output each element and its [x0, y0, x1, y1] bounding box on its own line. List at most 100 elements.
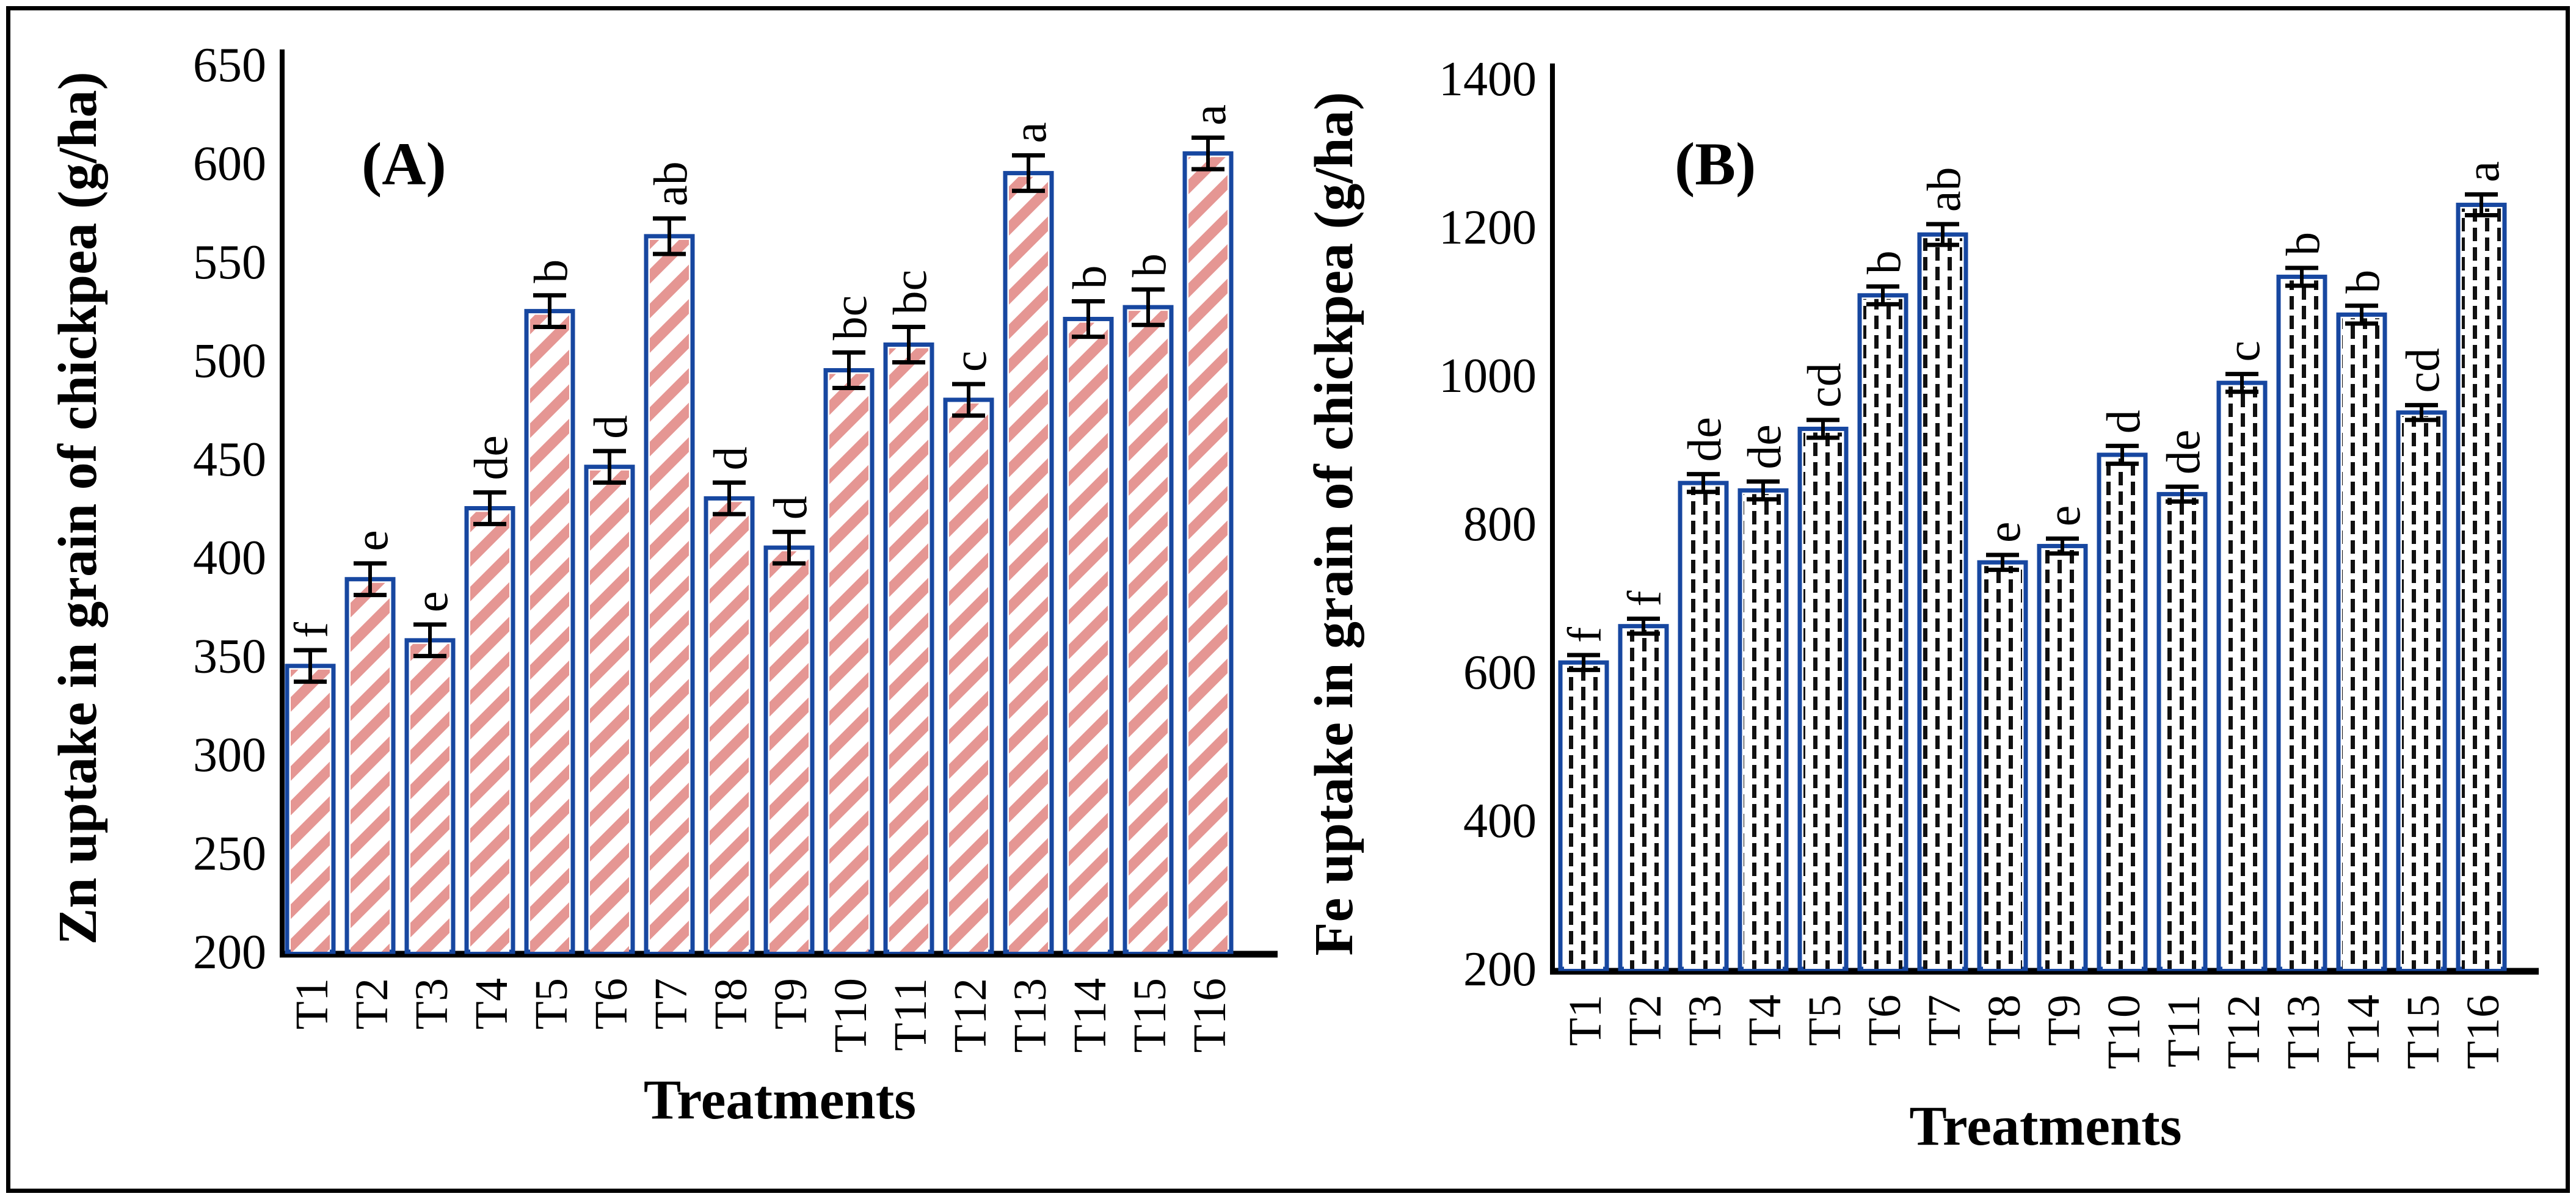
sig-letter-T12: c	[943, 350, 996, 372]
x-tick-label-T7: T7	[646, 978, 697, 1029]
y-tick-label: 200	[1463, 943, 1537, 996]
y-tick-label: 1400	[1439, 53, 1537, 106]
figure-border: 650 600 550 500 450 400 350 300 250 200 f T1 e T2 e T3 d…	[6, 6, 2570, 1193]
sig-letter-T6: b	[1857, 250, 1910, 274]
bar-pattern-T6	[590, 470, 629, 952]
bar-pattern-T11	[889, 348, 928, 952]
bar-pattern-T9	[770, 551, 809, 952]
bar-pattern-T16	[1188, 157, 1228, 952]
sig-letter-T1: f	[1558, 627, 1611, 643]
x-tick-label-T1: T1	[286, 978, 338, 1029]
bar-pattern-T11	[2163, 498, 2202, 969]
sig-letter-T8: e	[1977, 521, 2030, 543]
bar-pattern-T5	[1803, 432, 1843, 969]
sig-letter-T5: cd	[1797, 363, 1850, 408]
bar-pattern-T6	[1863, 299, 1902, 969]
x-tick-label-T9: T9	[765, 978, 817, 1029]
x-tick-label-T5: T5	[1799, 994, 1850, 1046]
sig-letter-T12: c	[2216, 341, 2269, 362]
sig-letter-T14: b	[1063, 265, 1116, 289]
y-tick-label: 1000	[1439, 349, 1537, 403]
sig-letter-T13: a	[1003, 122, 1056, 143]
sig-letter-T7: ab	[644, 161, 697, 206]
x-tick-label-T10: T10	[825, 978, 876, 1052]
bar-pattern-T7	[1923, 238, 1962, 969]
x-tick-label-T2: T2	[1620, 994, 1671, 1046]
sig-letter-T5: b	[524, 259, 577, 283]
x-axis-title: Treatments	[1909, 1095, 2181, 1157]
x-tick-label-T15: T15	[2398, 994, 2449, 1069]
sig-letter-T9: d	[763, 496, 817, 520]
x-tick-label-T10: T10	[2098, 994, 2150, 1069]
bar-pattern-T9	[2043, 549, 2082, 969]
sig-letter-T10: bc	[823, 295, 876, 341]
bar-pattern-T1	[1564, 666, 1603, 969]
bar-pattern-T10	[2103, 458, 2142, 969]
y-tick-label: 650	[193, 38, 266, 92]
bar-pattern-T12	[2222, 386, 2261, 969]
x-tick-label-T6: T6	[586, 978, 637, 1029]
x-tick-label-T14: T14	[1064, 978, 1116, 1052]
sig-letter-T16: a	[1182, 104, 1235, 126]
bar-pattern-T3	[410, 643, 449, 952]
y-tick-label: 350	[193, 630, 266, 684]
bar-pattern-T10	[829, 374, 868, 952]
bar-pattern-T14	[2342, 318, 2381, 969]
x-tick-label-T2: T2	[346, 978, 398, 1029]
bar-pattern-T4	[1744, 494, 1783, 969]
x-tick-label-T3: T3	[406, 978, 457, 1029]
panel-label: (A)	[362, 130, 446, 198]
chart-a: 650 600 550 500 450 400 350 300 250 200 f T1 e T2 e T3 d…	[48, 38, 1278, 1131]
sig-letter-T3: de	[1678, 417, 1731, 462]
bar-pattern-T14	[1069, 322, 1108, 952]
y-tick-label: 1200	[1439, 201, 1537, 255]
sig-letter-T3: e	[404, 591, 457, 612]
x-tick-label-T4: T4	[466, 978, 517, 1029]
y-tick-label: 300	[193, 728, 266, 782]
y-tick-label: 600	[193, 137, 266, 190]
sig-letter-T2: e	[344, 530, 398, 551]
sig-letter-T15: cd	[2396, 348, 2449, 393]
sig-letter-T13: b	[2276, 232, 2329, 256]
y-tick-label: 600	[1463, 646, 1537, 700]
sig-letter-T6: d	[584, 415, 637, 439]
y-tick-label: 200	[193, 926, 266, 979]
sig-letter-T4: de	[1737, 424, 1791, 469]
x-tick-label-T9: T9	[2039, 994, 2090, 1046]
x-tick-label-T7: T7	[1919, 994, 1970, 1046]
bar-pattern-T15	[1129, 311, 1168, 952]
bar-pattern-T3	[1684, 487, 1723, 969]
bar-pattern-T1	[291, 669, 330, 952]
bar-pattern-T4	[470, 512, 509, 952]
x-tick-label-T1: T1	[1560, 994, 1611, 1046]
sig-letter-T2: f	[1618, 591, 1671, 607]
x-tick-label-T16: T16	[1184, 978, 1235, 1052]
y-tick-label: 800	[1463, 498, 1537, 551]
sig-letter-T11: bc	[883, 270, 936, 315]
x-tick-label-T12: T12	[2218, 994, 2269, 1069]
x-tick-label-T12: T12	[945, 978, 996, 1052]
panel-label: (B)	[1675, 130, 1756, 198]
bar-pattern-T7	[650, 239, 689, 952]
bar-pattern-T16	[2462, 208, 2501, 969]
x-tick-label-T13: T13	[1005, 978, 1056, 1052]
x-tick-label-T11: T11	[885, 978, 936, 1051]
y-tick-label: 250	[193, 827, 266, 881]
sig-letter-T14: b	[2336, 270, 2389, 294]
sig-letter-T16: a	[2456, 161, 2509, 183]
bar-pattern-T2	[351, 582, 390, 952]
bar-pattern-T15	[2402, 416, 2441, 969]
bar-pattern-T12	[949, 403, 988, 952]
y-axis-title: Fe uptake in grain of chickpea (g/ha)	[1304, 92, 1364, 955]
x-tick-label-T3: T3	[1679, 994, 1731, 1046]
sig-letter-T1: f	[285, 622, 338, 638]
x-tick-label-T4: T4	[1739, 994, 1791, 1046]
x-tick-label-T8: T8	[1979, 994, 2030, 1046]
x-tick-label-T13: T13	[2278, 994, 2329, 1069]
bar-pattern-T13	[2282, 280, 2321, 969]
bar-pattern-T2	[1624, 629, 1663, 969]
y-tick-label: 400	[193, 531, 266, 585]
y-axis-title: Zn uptake in grain of chickpea (g/ha)	[48, 71, 108, 944]
y-tick-label: 550	[193, 236, 266, 289]
sig-letter-T4: de	[464, 435, 517, 480]
